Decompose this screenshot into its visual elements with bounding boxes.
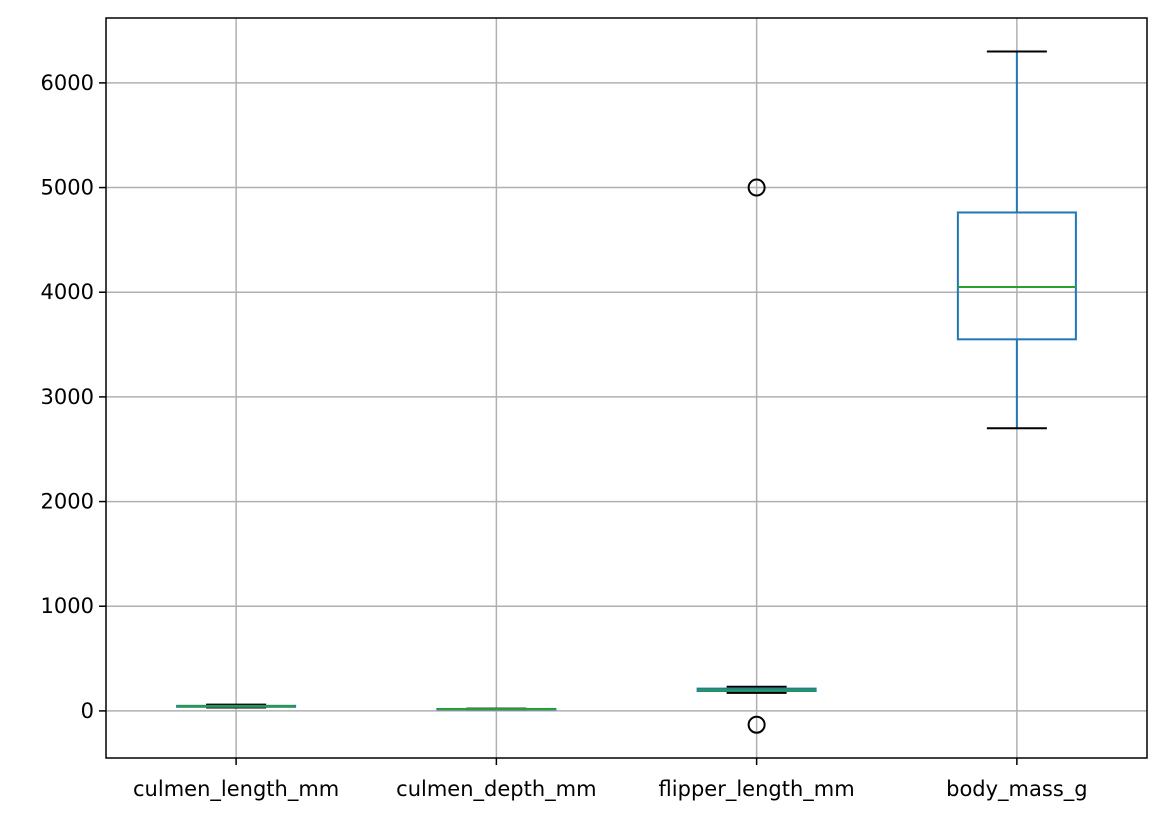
plot-background <box>106 18 1147 758</box>
y-tick-label: 6000 <box>41 71 94 95</box>
y-tick-label: 1000 <box>41 594 94 618</box>
y-tick-label: 0 <box>81 699 94 723</box>
iqr-box <box>956 211 1077 341</box>
x-tick-label: culmen_depth_mm <box>396 777 596 802</box>
box-culmen_depth_mm <box>436 707 557 711</box>
x-tick-label: flipper_length_mm <box>659 777 855 802</box>
y-tick-label: 4000 <box>41 280 94 304</box>
x-tick-label: body_mass_g <box>946 777 1087 802</box>
outlier-point <box>747 178 766 197</box>
box-body_mass_g <box>956 50 1077 430</box>
axis-ticks: 0 1000 2000 3000 4000 5000 6000 culmen_length_m… <box>41 71 1088 802</box>
y-tick-label: 2000 <box>41 490 94 514</box>
boxes <box>176 50 1077 734</box>
plot-frame <box>105 17 1148 759</box>
outlier-point <box>747 715 766 734</box>
y-tick-label: 5000 <box>41 176 94 200</box>
y-tick-label: 3000 <box>41 385 94 409</box>
box-flipper_length_mm <box>696 178 817 734</box>
x-tick-label: culmen_length_mm <box>133 777 339 802</box>
box-culmen_length_mm <box>176 703 297 709</box>
